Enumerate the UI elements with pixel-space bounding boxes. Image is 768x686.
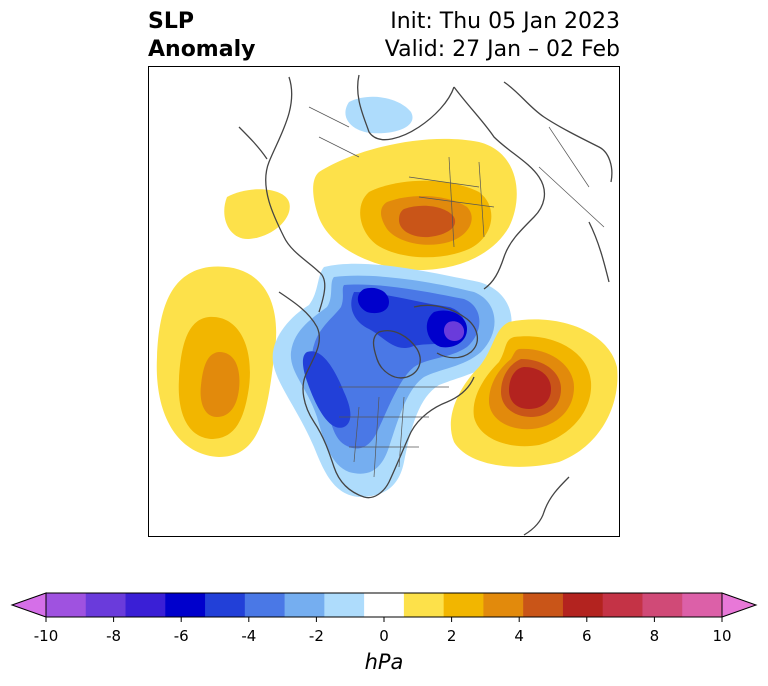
colorbar-segment — [483, 593, 524, 617]
colorbar-tick-label: 2 — [446, 627, 457, 645]
colorbar-tick-label: 10 — [712, 627, 732, 645]
colorbar-segment — [46, 593, 87, 617]
colorbar-segment — [682, 593, 723, 617]
eurasia-high-band-4 — [399, 205, 456, 238]
colorbar-segment — [284, 593, 325, 617]
pacific-positive-anomaly — [156, 266, 277, 457]
colorbar-segment — [562, 593, 604, 617]
valid-date: Valid: 27 Jan – 02 Feb — [384, 37, 620, 62]
colorbar-segment — [324, 593, 365, 617]
colorbar-segment — [205, 593, 246, 617]
colorbar-tick-label: 8 — [649, 627, 660, 645]
colorbar-arrow-min — [10, 592, 47, 618]
pacific-high-band-3 — [200, 352, 240, 417]
colorbar-segment — [364, 593, 405, 617]
colorbar-segment — [244, 593, 286, 617]
colorbar-tick-label: -6 — [173, 627, 189, 645]
coastlines — [238, 74, 613, 536]
colorbar-tick-label: -2 — [308, 627, 324, 645]
colorbar — [10, 592, 758, 622]
anomaly-map-svg — [156, 74, 618, 536]
colorbar-segment — [602, 593, 643, 617]
borders — [308, 106, 605, 478]
colorbar-segment — [443, 593, 484, 617]
colorbar-tick-label: 4 — [514, 627, 524, 645]
colorbar-segment — [403, 593, 445, 617]
colorbar-segment — [165, 593, 206, 617]
colorbar-tick-label: -8 — [106, 627, 122, 645]
na-low-band-4b — [302, 351, 351, 428]
colorbar-segment — [642, 593, 683, 617]
atlantic-high-band-5 — [509, 367, 551, 409]
na-low-band-5 — [357, 287, 389, 314]
colorbar-tick-label: 0 — [379, 627, 389, 645]
colorbar-tick-label: 6 — [582, 627, 592, 645]
colorbar-ticks — [45, 617, 723, 622]
colorbar-segment — [125, 593, 166, 617]
atlantic-positive-anomaly — [450, 319, 618, 467]
title-line-1: SLP — [148, 9, 194, 34]
date-info: Init: Thu 05 Jan 2023 Valid: 27 Jan – 02… — [385, 8, 620, 64]
colorbar-tick-label: -10 — [33, 627, 59, 645]
colorbar-arrow-max — [721, 592, 758, 618]
eurasia-positive-anomaly — [313, 138, 517, 271]
colorbar-segment — [523, 593, 564, 617]
anomaly-map — [148, 66, 620, 537]
colorbar-segments — [10, 592, 758, 618]
title-line-2: Anomaly — [148, 37, 256, 62]
init-date: Init: Thu 05 Jan 2023 — [390, 9, 620, 34]
colorbar-segment — [85, 593, 127, 617]
colorbar-tick-label: -4 — [241, 627, 257, 645]
map-title: SLP Anomaly — [148, 8, 255, 64]
greenland-negative-patch — [345, 96, 413, 134]
colorbar-unit: hPa — [364, 650, 404, 674]
na-low-core — [443, 321, 465, 341]
alaska-positive-patch — [224, 189, 290, 240]
north-america-negative-anomaly — [272, 263, 512, 497]
